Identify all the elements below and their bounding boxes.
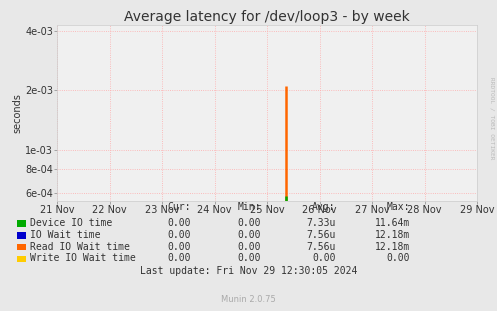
Text: Munin 2.0.75: Munin 2.0.75 (221, 295, 276, 304)
Text: Avg:: Avg: (312, 202, 335, 212)
Text: 0.00: 0.00 (238, 242, 261, 252)
Text: 0.00: 0.00 (168, 242, 191, 252)
Text: 12.18m: 12.18m (375, 242, 410, 252)
Text: Cur:: Cur: (168, 202, 191, 212)
Text: IO Wait time: IO Wait time (30, 230, 100, 240)
Text: 12.18m: 12.18m (375, 230, 410, 240)
Text: 7.33u: 7.33u (306, 218, 335, 228)
Text: 0.00: 0.00 (168, 230, 191, 240)
Text: 0.00: 0.00 (312, 253, 335, 263)
Text: 0.00: 0.00 (238, 218, 261, 228)
Text: 7.56u: 7.56u (306, 230, 335, 240)
Text: 0.00: 0.00 (238, 253, 261, 263)
Text: RRDTOOL / TOBI OETIKER: RRDTOOL / TOBI OETIKER (490, 77, 495, 160)
Y-axis label: seconds: seconds (12, 93, 22, 133)
Text: Read IO Wait time: Read IO Wait time (30, 242, 130, 252)
Text: Write IO Wait time: Write IO Wait time (30, 253, 136, 263)
Text: 0.00: 0.00 (387, 253, 410, 263)
Title: Average latency for /dev/loop3 - by week: Average latency for /dev/loop3 - by week (124, 10, 410, 24)
Text: 11.64m: 11.64m (375, 218, 410, 228)
Text: Device IO time: Device IO time (30, 218, 112, 228)
Text: Max:: Max: (387, 202, 410, 212)
Text: Last update: Fri Nov 29 12:30:05 2024: Last update: Fri Nov 29 12:30:05 2024 (140, 266, 357, 276)
Text: 0.00: 0.00 (238, 230, 261, 240)
Text: 0.00: 0.00 (168, 253, 191, 263)
Text: 0.00: 0.00 (168, 218, 191, 228)
Text: Min:: Min: (238, 202, 261, 212)
Text: 7.56u: 7.56u (306, 242, 335, 252)
